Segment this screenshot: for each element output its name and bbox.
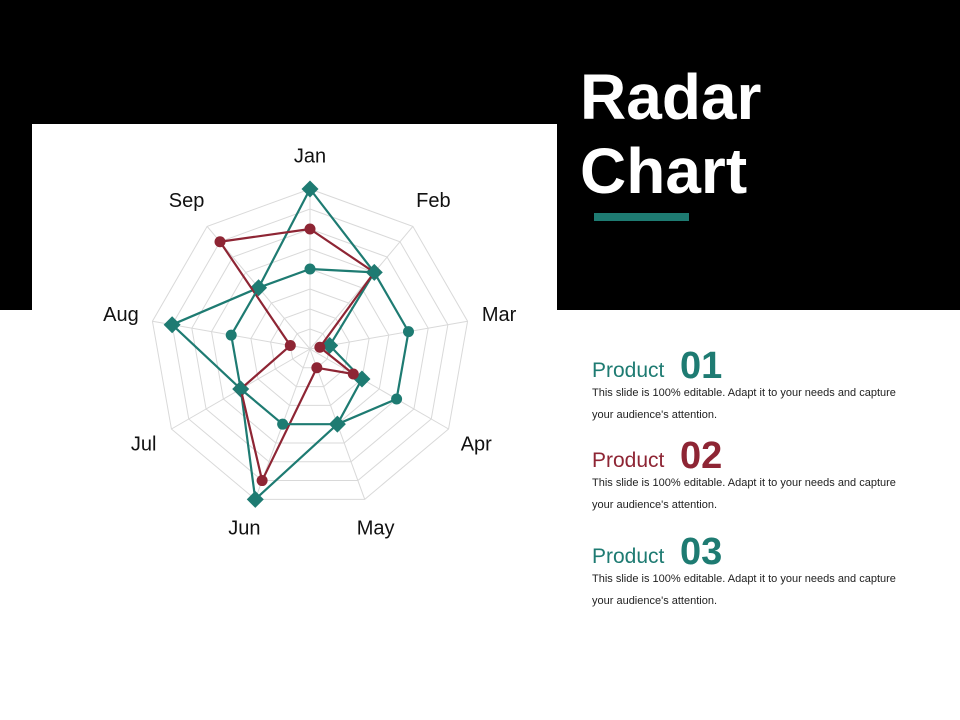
series-2-point-mar: [314, 341, 326, 353]
grid-ring: [151, 188, 469, 500]
grid-ring: [171, 208, 449, 482]
series-3-point-aug: [225, 329, 237, 341]
series-2-point-sep: [214, 236, 226, 248]
series-2-point-jan: [304, 223, 316, 235]
title-accent-bar: [594, 213, 689, 221]
series-3-point-apr: [391, 393, 403, 405]
product-03-block: Product 03 This slide is 100% editable. …: [592, 528, 932, 612]
series-3-point-feb: [368, 266, 380, 278]
radar-axis-labels: Jan Feb Mar Apr May Jun Jul Aug Sep: [103, 145, 517, 539]
series-3-line: [230, 267, 410, 426]
product-01-number: 01: [680, 345, 723, 387]
radar-chart-panel: Jan Feb Mar Apr May Jun Jul Aug Sep: [32, 124, 557, 584]
radar-grid: [151, 188, 469, 500]
series-3-point-may: [331, 418, 343, 430]
axis-label-sep: Sep: [169, 190, 205, 212]
radar-series: [163, 180, 414, 508]
page-title: Radar Chart: [580, 60, 940, 208]
series-2-point-jun: [256, 475, 268, 487]
product-02-number: 02: [680, 435, 723, 477]
grid-ring: [250, 288, 370, 406]
series-1-line: [171, 187, 376, 501]
product-01-description: This slide is 100% editable. Adapt it to…: [592, 387, 896, 421]
series-3-point-sep: [253, 282, 265, 294]
series-2-point-aug: [284, 340, 296, 352]
axis-label-may: May: [357, 518, 395, 540]
axis-label-jul: Jul: [131, 433, 157, 455]
product-03-number: 03: [680, 531, 723, 573]
series-2-point-may: [311, 362, 323, 374]
grid-spoke: [309, 348, 449, 430]
series-3-point-mar: [402, 326, 414, 338]
product-02-label: Product: [592, 449, 665, 472]
product-01-block: Product 01 This slide is 100% editable. …: [592, 342, 932, 426]
radar-chart: Jan Feb Mar Apr May Jun Jul Aug Sep: [103, 145, 517, 539]
axis-label-apr: Apr: [461, 433, 492, 455]
series-1-point-jun: [246, 490, 264, 508]
grid-ring: [191, 228, 429, 463]
product-03-description: This slide is 100% editable. Adapt it to…: [592, 573, 896, 607]
grid-spoke: [309, 226, 414, 350]
series-3-point-jun: [277, 418, 289, 430]
axis-label-mar: Mar: [482, 304, 517, 326]
series-1-point-aug: [163, 316, 181, 334]
product-01-label: Product: [592, 359, 665, 382]
title-line-2: Chart: [580, 135, 748, 207]
product-02-block: Product 02 This slide is 100% editable. …: [592, 432, 932, 516]
grid-ring: [270, 308, 350, 388]
series-3-point-jan: [304, 263, 316, 275]
series-1-point-jan: [301, 180, 319, 198]
axis-label-jan: Jan: [294, 145, 326, 167]
series-3-point-jul: [235, 383, 247, 395]
product-02-description: This slide is 100% editable. Adapt it to…: [592, 477, 896, 511]
axis-label-feb: Feb: [416, 190, 450, 212]
title-line-1: Radar: [580, 61, 762, 133]
axis-label-aug: Aug: [103, 304, 139, 326]
product-03-label: Product: [592, 545, 665, 568]
axis-label-jun: Jun: [228, 518, 260, 540]
series-2-point-apr: [347, 368, 359, 380]
